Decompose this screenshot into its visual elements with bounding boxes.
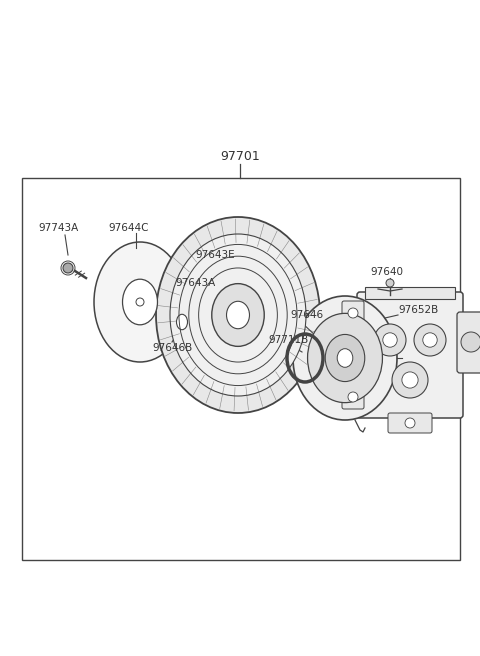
Ellipse shape [293,296,397,420]
Ellipse shape [177,314,188,330]
Circle shape [348,392,358,402]
Text: 97646: 97646 [290,310,323,320]
FancyBboxPatch shape [457,312,480,373]
Circle shape [383,333,397,347]
Circle shape [374,324,406,356]
Ellipse shape [172,308,192,336]
Text: 97643A: 97643A [175,278,215,288]
Circle shape [386,279,394,287]
Text: 97743A: 97743A [38,223,78,233]
FancyBboxPatch shape [357,292,463,418]
Bar [365,287,455,299]
Circle shape [414,324,446,356]
Circle shape [405,418,415,428]
Ellipse shape [156,217,320,413]
Ellipse shape [227,301,250,329]
Circle shape [136,298,144,306]
Circle shape [402,372,418,388]
Ellipse shape [170,234,306,396]
Text: 97644C: 97644C [108,223,148,233]
FancyBboxPatch shape [342,301,364,325]
Circle shape [348,308,358,318]
Circle shape [461,332,480,352]
Ellipse shape [325,335,365,382]
Circle shape [423,333,437,347]
FancyBboxPatch shape [388,413,432,433]
Text: 97652B: 97652B [398,305,438,315]
Text: 97643E: 97643E [195,250,235,260]
Ellipse shape [212,283,264,346]
Ellipse shape [94,242,186,362]
Text: 97640: 97640 [370,267,403,277]
Ellipse shape [337,349,353,367]
Circle shape [392,362,428,398]
Text: 97646B: 97646B [152,343,192,353]
FancyBboxPatch shape [342,385,364,409]
Ellipse shape [122,279,157,325]
Bar [22,178,460,560]
Text: 97701: 97701 [220,150,260,163]
Circle shape [63,263,73,273]
Text: 97711B: 97711B [268,335,308,345]
Ellipse shape [308,314,383,403]
